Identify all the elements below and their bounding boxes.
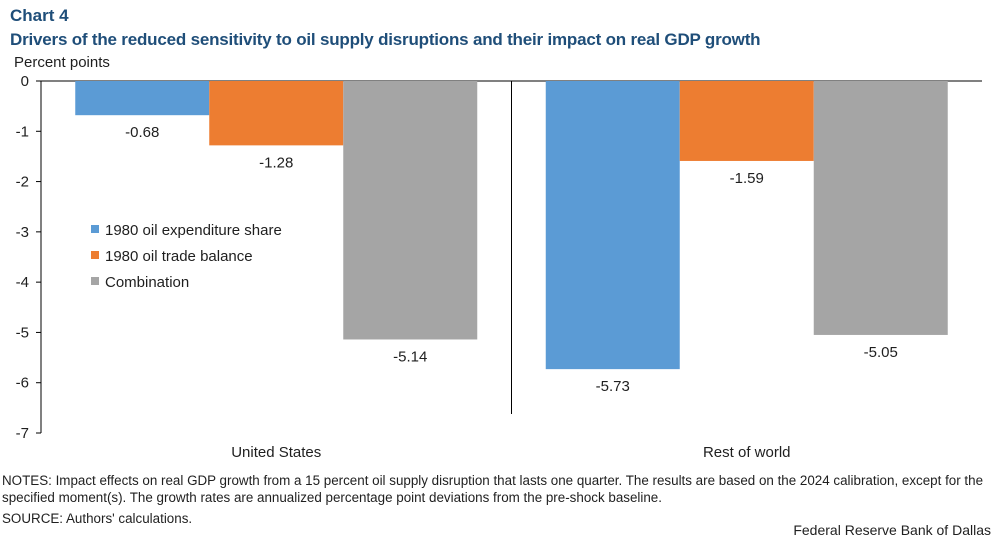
legend-swatch: [91, 277, 99, 285]
y-tick-label: -3: [16, 224, 29, 241]
bar: [679, 81, 814, 161]
bar-chart: 0 -1 -2 -3 -4 -5 -6 -7 -0.68 -1.28 -5.14 United Sta…: [16, 73, 982, 461]
y-tick-label: 0: [21, 73, 29, 90]
bar: [343, 81, 478, 340]
y-tick-label: -7: [16, 425, 29, 442]
bar: [813, 81, 948, 335]
notes-text: NOTES: Impact effects on real GDP growth…: [2, 473, 984, 505]
chart-title: Drivers of the reduced sensitivity to oi…: [10, 30, 761, 49]
x-tick-label: United States: [231, 444, 321, 461]
legend-swatch: [91, 225, 99, 233]
legend-swatch: [91, 251, 99, 259]
data-label: -5.14: [393, 348, 427, 365]
credit-text: Federal Reserve Bank of Dallas: [793, 522, 991, 538]
bar: [75, 81, 210, 116]
data-label: -1.59: [730, 170, 764, 187]
x-tick-label: Rest of world: [703, 444, 791, 461]
bar: [209, 81, 344, 146]
data-label: -1.28: [259, 154, 293, 171]
data-label: -5.73: [596, 378, 630, 395]
legend-label: 1980 oil expenditure share: [105, 222, 282, 239]
source-text: SOURCE: Authors' calculations.: [2, 511, 193, 526]
y-tick-label: -4: [16, 274, 29, 291]
chart-number: Chart 4: [10, 6, 69, 25]
y-axis-label: Percent points: [14, 54, 110, 71]
bar: [545, 81, 680, 370]
y-tick-label: -6: [16, 375, 29, 392]
data-label: -5.05: [864, 344, 898, 361]
y-tick-label: -1: [16, 123, 29, 140]
data-label: -0.68: [125, 124, 159, 141]
legend-label: Combination: [105, 274, 189, 291]
y-tick-label: -2: [16, 174, 29, 191]
y-tick-label: -5: [16, 324, 29, 341]
legend-label: 1980 oil trade balance: [105, 248, 253, 265]
